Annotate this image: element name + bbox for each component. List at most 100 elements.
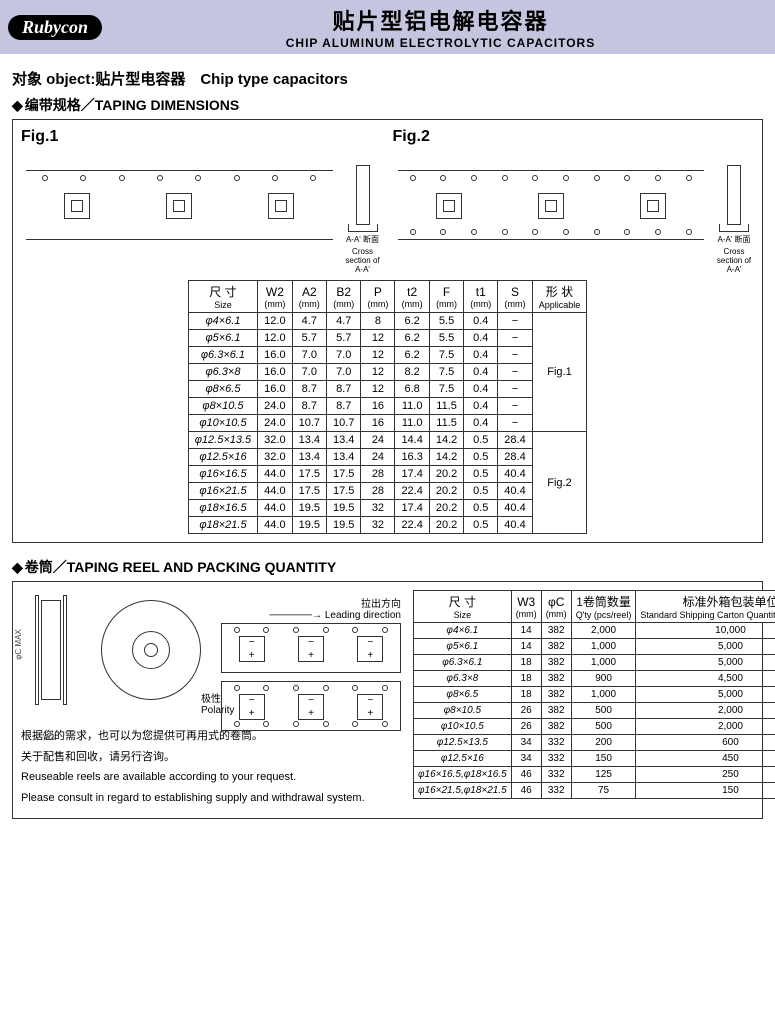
table-cell: 10.7 (292, 415, 326, 432)
table-cell: 40.4 (498, 466, 532, 483)
table-cell: 1,000 (571, 639, 636, 655)
tape-strip-bottom: −+−+−+ (221, 681, 401, 731)
table-cell: − (498, 364, 532, 381)
table-cell: 0.5 (464, 517, 498, 534)
table-cell: 28 (361, 483, 395, 500)
table-cell: 8.2 (395, 364, 429, 381)
table-cell: 5,000 (636, 655, 775, 671)
table-cell: 6.2 (395, 330, 429, 347)
table-cell: φ4×6.1 (188, 313, 257, 330)
table-cell: 0.4 (464, 313, 498, 330)
table-cell: φ16×21.5,φ18×21.5 (414, 783, 512, 799)
table-cell: 450 (636, 751, 775, 767)
table-cell: − (498, 398, 532, 415)
table-cell: 14 (511, 623, 541, 639)
table-cell: φ5×6.1 (414, 639, 512, 655)
table-cell: φ16×21.5 (188, 483, 257, 500)
brand-logo: Rubycon (8, 15, 102, 40)
reel-diagram: W3 φC MAX 拉出方向──────→ Leading direction (21, 590, 401, 740)
table-cell: φ8×10.5 (188, 398, 257, 415)
table-cell: 332 (541, 735, 571, 751)
table-cell: 16.3 (395, 449, 429, 466)
table-cell: 1,000 (571, 687, 636, 703)
table-cell: 382 (541, 623, 571, 639)
table-cell: 32 (361, 517, 395, 534)
table-cell: 7.0 (292, 364, 326, 381)
applicable-cell: Fig.1 (532, 313, 587, 432)
table-cell: 2,000 (636, 703, 775, 719)
table-cell: − (498, 415, 532, 432)
table-cell: φ10×10.5 (414, 719, 512, 735)
table-cell: 11.5 (429, 398, 463, 415)
table-cell: 150 (571, 751, 636, 767)
applicable-cell: Fig.2 (532, 432, 587, 534)
table-cell: − (498, 313, 532, 330)
fig1-label: Fig.1 (21, 128, 383, 146)
table-cell: 500 (571, 703, 636, 719)
table-cell: − (498, 347, 532, 364)
table-cell: 24.0 (258, 398, 292, 415)
reel-front-view (101, 600, 201, 700)
table-cell: 34 (511, 751, 541, 767)
object-line: 对象 object:贴片型电容器 Chip type capacitors (12, 68, 763, 89)
section2-panel: W3 φC MAX 拉出方向──────→ Leading direction (12, 581, 763, 819)
table-cell: 0.4 (464, 415, 498, 432)
table-cell: 250 (636, 767, 775, 783)
table-cell: 16.0 (258, 364, 292, 381)
table-cell: φ8×6.5 (188, 381, 257, 398)
table-cell: 0.5 (464, 432, 498, 449)
table-cell: 34 (511, 735, 541, 751)
table-cell: 12 (361, 330, 395, 347)
table-cell: 5.7 (327, 330, 361, 347)
table-cell: 11.0 (395, 415, 429, 432)
table-cell: 5,000 (636, 639, 775, 655)
table-cell: 382 (541, 671, 571, 687)
table-cell: φ4×6.1 (414, 623, 512, 639)
fig2-label: Fig.2 (393, 128, 755, 146)
table-cell: 20.2 (429, 483, 463, 500)
table-cell: 4,500 (636, 671, 775, 687)
table-cell: 5,000 (636, 687, 775, 703)
cross-section-label-cn: A-A' 断面 (343, 234, 383, 245)
table-cell: 14.2 (429, 432, 463, 449)
table-cell: 19.5 (327, 500, 361, 517)
table-cell: 7.0 (327, 364, 361, 381)
reel-packing-table: 尺 寸SizeW3(mm)φC(mm)1卷筒数量Q'ty (pcs/reel)标… (413, 590, 775, 799)
table-cell: 32.0 (258, 449, 292, 466)
reel-dim-w3: W3 (43, 733, 55, 742)
cross-section-label-en: Cross section of A-A' (343, 247, 383, 274)
table-cell: 20.2 (429, 500, 463, 517)
table-cell: 6.2 (395, 347, 429, 364)
table-cell: 12 (361, 347, 395, 364)
table-cell: 0.4 (464, 381, 498, 398)
table-cell: 2,000 (571, 623, 636, 639)
table-cell: 13.4 (292, 432, 326, 449)
table-cell: 900 (571, 671, 636, 687)
table-cell: 16.0 (258, 347, 292, 364)
table-cell: 17.5 (292, 466, 326, 483)
table-cell: 8.7 (292, 381, 326, 398)
table-cell: 19.5 (292, 517, 326, 534)
table-cell: 26 (511, 703, 541, 719)
table-cell: 8.7 (327, 381, 361, 398)
table-cell: 32 (361, 500, 395, 517)
table-cell: 0.5 (464, 449, 498, 466)
leading-direction: 拉出方向──────→ Leading direction (221, 595, 401, 621)
table-cell: 14.4 (395, 432, 429, 449)
table-cell: φ12.5×16 (188, 449, 257, 466)
table-cell: φ8×10.5 (414, 703, 512, 719)
table-cell: 5.5 (429, 330, 463, 347)
fig2-diagram: A-A' 断面 Cross section of A-A' (393, 150, 755, 270)
footer-en2: Please consult in regard to establishing… (21, 790, 401, 807)
table-cell: 6.2 (395, 313, 429, 330)
title-cn: 贴片型铝电解电容器 (114, 4, 767, 36)
table-cell: 24.0 (258, 415, 292, 432)
fig1-diagram: A-A' 断面 Cross section of A-A' (21, 150, 383, 270)
table-cell: 13.4 (292, 449, 326, 466)
table-cell: φ18×16.5 (188, 500, 257, 517)
table-cell: φ6.3×8 (414, 671, 512, 687)
table-cell: 40.4 (498, 517, 532, 534)
table-cell: 14.2 (429, 449, 463, 466)
tape-strip-top: −+−+−+ (221, 623, 401, 673)
table-cell: 40.4 (498, 500, 532, 517)
